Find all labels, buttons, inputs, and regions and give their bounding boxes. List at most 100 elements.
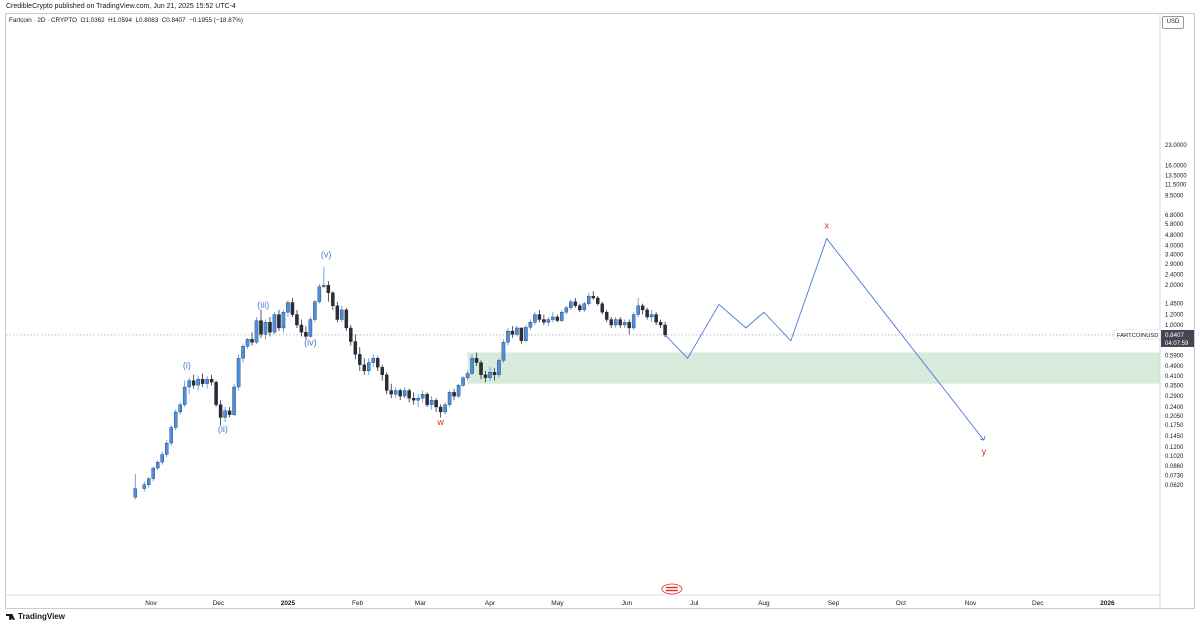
candle[interactable] <box>331 291 335 310</box>
candle[interactable] <box>187 377 191 395</box>
candle[interactable] <box>654 312 658 325</box>
candle[interactable] <box>367 358 371 375</box>
candle[interactable] <box>340 305 344 323</box>
candle[interactable] <box>645 307 649 320</box>
candle[interactable] <box>232 383 236 417</box>
price-tag[interactable]: FARTCOINUSD 0.8407 04:07:59 <box>1113 329 1194 347</box>
candle[interactable] <box>259 309 263 338</box>
wave-label[interactable]: (iv) <box>304 337 317 347</box>
candle[interactable] <box>344 307 349 332</box>
candle[interactable] <box>254 316 259 344</box>
candle[interactable] <box>375 356 380 371</box>
candle[interactable] <box>528 319 533 330</box>
candle[interactable] <box>474 352 479 366</box>
candle[interactable] <box>371 354 376 368</box>
wave-label[interactable]: (ii) <box>218 424 228 434</box>
candle[interactable] <box>470 354 474 375</box>
candle[interactable] <box>429 396 434 410</box>
candle[interactable] <box>569 299 573 310</box>
candle[interactable] <box>393 386 398 399</box>
candle[interactable] <box>587 292 591 306</box>
candle[interactable] <box>313 299 317 323</box>
candle[interactable] <box>227 406 232 418</box>
wave-label[interactable]: x <box>824 221 829 231</box>
candle[interactable] <box>245 337 250 349</box>
candle[interactable] <box>564 305 569 315</box>
currency-selector[interactable]: USD <box>1162 16 1184 29</box>
chart-panel[interactable] <box>5 13 1195 609</box>
candle[interactable] <box>456 383 461 399</box>
candle[interactable] <box>308 316 313 338</box>
candle[interactable] <box>353 334 358 360</box>
candle[interactable] <box>358 347 362 371</box>
candle[interactable] <box>618 316 622 328</box>
candle[interactable] <box>519 327 524 344</box>
candle[interactable] <box>515 326 519 337</box>
candle[interactable] <box>533 312 537 325</box>
candle[interactable] <box>326 281 331 302</box>
candle[interactable] <box>537 309 542 323</box>
candle[interactable] <box>196 376 200 391</box>
wave-label[interactable]: y <box>982 446 987 456</box>
candle[interactable] <box>452 388 456 401</box>
wave-label[interactable]: (iii) <box>257 300 269 310</box>
candle[interactable] <box>622 319 627 328</box>
candle[interactable] <box>425 392 429 407</box>
candle[interactable] <box>447 390 452 407</box>
candle[interactable] <box>384 372 389 395</box>
candle[interactable] <box>322 266 326 289</box>
candle[interactable] <box>578 303 582 313</box>
projection-path[interactable] <box>664 237 985 441</box>
candle[interactable] <box>200 373 205 387</box>
candle[interactable] <box>631 312 636 330</box>
candle[interactable] <box>555 314 560 323</box>
candle[interactable] <box>178 402 182 415</box>
candle[interactable] <box>411 392 416 405</box>
candle[interactable] <box>160 451 164 465</box>
candle[interactable] <box>492 368 497 381</box>
candle[interactable] <box>506 327 510 346</box>
candle[interactable] <box>263 319 268 340</box>
candle[interactable] <box>268 316 272 337</box>
candle[interactable] <box>609 316 613 328</box>
candle[interactable] <box>465 370 470 381</box>
candle[interactable] <box>277 309 281 332</box>
candle[interactable] <box>133 473 138 500</box>
candle[interactable] <box>380 364 384 381</box>
candle[interactable] <box>658 319 663 328</box>
candle[interactable] <box>250 332 254 346</box>
candle[interactable] <box>524 325 528 343</box>
candle[interactable] <box>151 466 155 482</box>
candle[interactable] <box>272 312 277 335</box>
candle[interactable] <box>317 283 322 304</box>
candle[interactable] <box>596 296 600 306</box>
candle[interactable] <box>290 297 295 317</box>
candle[interactable] <box>299 319 304 337</box>
candle[interactable] <box>483 370 488 383</box>
candle[interactable] <box>591 291 596 300</box>
candle[interactable] <box>349 325 353 346</box>
candle[interactable] <box>479 360 483 380</box>
candle[interactable] <box>627 319 631 335</box>
candle[interactable] <box>191 374 196 389</box>
candle[interactable] <box>286 299 290 317</box>
candle[interactable] <box>182 380 187 407</box>
candle[interactable] <box>218 400 223 426</box>
candle[interactable] <box>573 297 578 308</box>
candle[interactable] <box>164 440 169 458</box>
candle[interactable] <box>488 367 492 381</box>
candle[interactable] <box>398 388 402 401</box>
candle[interactable] <box>281 309 286 333</box>
candle[interactable] <box>173 409 178 431</box>
candle[interactable] <box>362 358 367 375</box>
candle[interactable] <box>560 309 564 323</box>
candle[interactable] <box>461 376 465 387</box>
wave-label[interactable]: (v) <box>321 249 332 259</box>
candle[interactable] <box>604 309 609 323</box>
demand-zone[interactable] <box>467 352 1160 384</box>
candle[interactable] <box>546 316 551 327</box>
candle[interactable] <box>443 402 447 415</box>
candle[interactable] <box>241 343 245 363</box>
wave-label[interactable]: w <box>436 417 444 427</box>
candle[interactable] <box>402 386 407 399</box>
